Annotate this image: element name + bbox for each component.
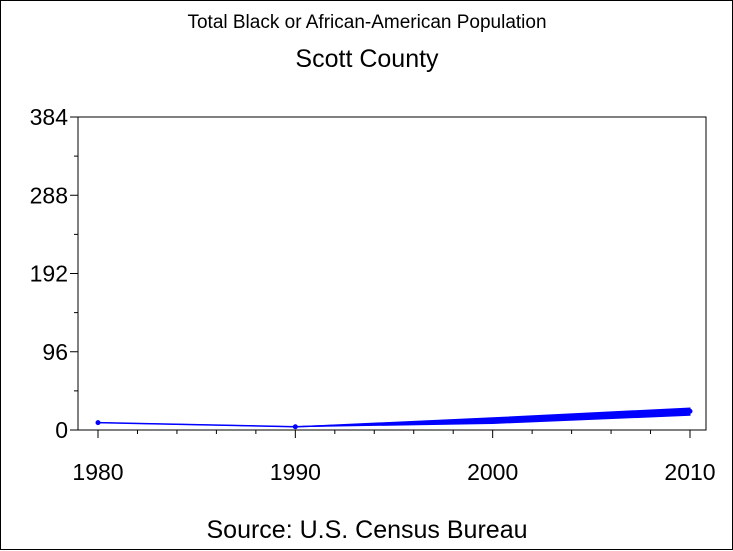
data-point xyxy=(292,424,298,430)
series-line xyxy=(97,410,691,428)
chart-subtitle: Scott County xyxy=(295,45,439,73)
plot-area xyxy=(77,116,707,431)
x-tick-label: 1990 xyxy=(270,459,321,485)
x-tick-label: 2010 xyxy=(664,459,715,485)
y-tick-label: 384 xyxy=(30,104,69,130)
x-axis: 1980 1990 2000 2010 xyxy=(72,430,716,485)
x-tick-label: 1980 xyxy=(72,459,123,485)
y-tick-label: 96 xyxy=(42,339,68,365)
chart-title: Total Black or African-American Populati… xyxy=(187,12,546,33)
source-footnote: Source: U.S. Census Bureau xyxy=(207,516,528,544)
y-tick-label: 192 xyxy=(30,261,68,287)
data-point xyxy=(687,408,693,414)
series-layer xyxy=(95,407,693,430)
data-point xyxy=(95,420,101,426)
y-tick-label: 288 xyxy=(30,182,68,208)
x-tick-label: 2000 xyxy=(467,459,518,485)
y-axis: 0 96 192 288 384 xyxy=(30,104,78,443)
y-tick-label: 0 xyxy=(55,417,68,443)
data-point xyxy=(490,417,496,423)
